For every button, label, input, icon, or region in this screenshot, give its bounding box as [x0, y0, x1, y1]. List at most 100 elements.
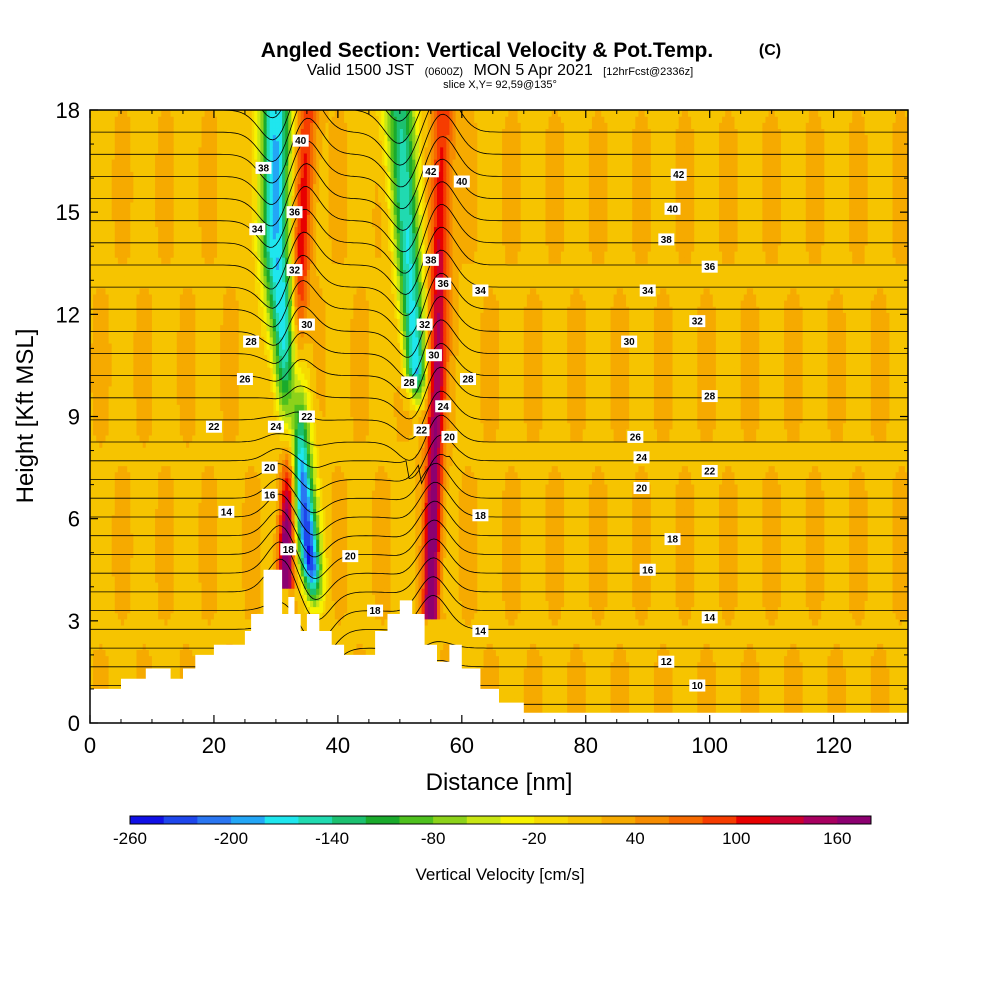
velocity-cell — [207, 514, 212, 522]
velocity-cell — [155, 293, 159, 301]
velocity-cell — [93, 526, 97, 534]
velocity-cell — [93, 661, 97, 669]
velocity-cell — [217, 159, 221, 166]
velocity-cell — [176, 177, 181, 185]
velocity-cell — [170, 336, 175, 344]
velocity-cell — [207, 385, 212, 393]
velocity-cell — [96, 575, 100, 583]
velocity-cell — [173, 514, 178, 522]
velocity-cell — [189, 398, 193, 405]
velocity-cell — [158, 238, 162, 246]
velocity-cell — [182, 269, 187, 277]
velocity-cell — [117, 336, 122, 344]
velocity-cell — [220, 441, 224, 448]
velocity-cell — [136, 655, 141, 663]
velocity-cell — [117, 545, 122, 552]
velocity-cell — [105, 532, 110, 540]
velocity-cell — [223, 422, 227, 430]
velocity-cell — [99, 404, 103, 411]
velocity-cell — [120, 465, 125, 473]
velocity-cell — [207, 330, 212, 338]
velocity-cell — [99, 349, 103, 356]
velocity-cell — [217, 318, 221, 326]
velocity-cell — [207, 410, 212, 418]
velocity-cell — [226, 631, 231, 638]
velocity-cell — [151, 391, 156, 399]
velocity-cell — [164, 367, 169, 375]
velocity-cell — [117, 453, 122, 461]
velocity-cell — [158, 624, 162, 632]
velocity-cell — [217, 122, 221, 129]
velocity-cell — [151, 300, 156, 307]
velocity-cell — [120, 422, 125, 430]
velocity-cell — [186, 159, 190, 166]
velocity-cell — [96, 349, 100, 356]
velocity-cell — [210, 324, 215, 332]
velocity-cell — [93, 300, 97, 307]
velocity-cell — [130, 373, 134, 381]
velocity-cell — [176, 661, 181, 669]
velocity-cell — [133, 422, 138, 430]
velocity-cell — [229, 134, 234, 142]
velocity-cell — [139, 441, 144, 448]
velocity-cell — [108, 355, 113, 362]
velocity-cell — [186, 269, 190, 277]
velocity-cell — [145, 453, 150, 461]
velocity-cell — [96, 134, 100, 142]
velocity-cell — [130, 349, 134, 356]
velocity-cell — [210, 189, 215, 197]
velocity-cell — [127, 594, 131, 601]
velocity-cell — [198, 477, 203, 485]
velocity-cell — [127, 385, 131, 393]
velocity-cell — [90, 661, 94, 669]
velocity-cell — [170, 281, 175, 289]
velocity-cell — [198, 575, 203, 583]
velocity-cell — [220, 324, 224, 332]
velocity-cell — [204, 526, 209, 534]
velocity-cell — [120, 667, 125, 675]
velocity-cell — [226, 349, 231, 356]
velocity-cell — [158, 404, 162, 411]
velocity-cell — [96, 465, 100, 473]
velocity-cell — [198, 410, 203, 418]
velocity-cell — [114, 649, 119, 657]
velocity-cell — [155, 349, 159, 356]
velocity-cell — [167, 122, 172, 129]
velocity-cell — [108, 195, 113, 203]
velocity-cell — [96, 391, 100, 399]
velocity-cell — [155, 165, 159, 172]
velocity-cell — [111, 496, 116, 503]
velocity-cell — [127, 263, 131, 270]
velocity-cell — [170, 293, 175, 301]
velocity-cell — [213, 214, 218, 221]
velocity-cell — [127, 477, 131, 485]
velocity-cell — [99, 232, 103, 240]
velocity-cell — [201, 134, 206, 142]
velocity-cell — [232, 551, 237, 559]
velocity-cell — [142, 502, 147, 510]
velocity-cell — [161, 336, 165, 344]
velocity-cell — [117, 257, 122, 264]
velocity-cell — [151, 447, 156, 454]
velocity-cell — [142, 330, 147, 338]
velocity-cell — [136, 349, 141, 356]
velocity-cell — [158, 465, 162, 473]
velocity-cell — [220, 226, 224, 234]
velocity-cell — [96, 263, 100, 270]
velocity-cell — [114, 520, 119, 528]
velocity-cell — [195, 177, 200, 185]
velocity-cell — [179, 582, 184, 589]
velocity-cell — [105, 612, 110, 620]
velocity-cell — [226, 275, 231, 283]
velocity-cell — [161, 349, 165, 356]
velocity-cell — [161, 465, 165, 473]
velocity-cell — [220, 600, 224, 608]
velocity-cell — [217, 214, 221, 221]
velocity-cell — [198, 183, 203, 191]
velocity-cell — [161, 582, 165, 589]
velocity-cell — [155, 398, 159, 405]
velocity-cell — [148, 275, 153, 283]
velocity-cell — [114, 637, 119, 644]
velocity-cell — [136, 557, 141, 565]
velocity-cell — [120, 146, 125, 154]
